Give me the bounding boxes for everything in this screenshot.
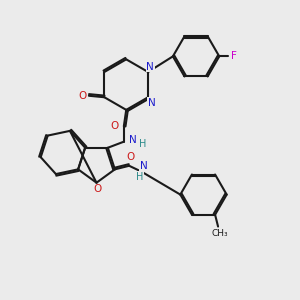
Text: O: O bbox=[94, 184, 102, 194]
Text: N: N bbox=[140, 161, 147, 171]
Text: F: F bbox=[231, 51, 237, 62]
Text: O: O bbox=[110, 121, 118, 130]
Text: N: N bbox=[146, 61, 154, 72]
Text: H: H bbox=[139, 139, 146, 149]
Text: O: O bbox=[78, 91, 86, 101]
Text: N: N bbox=[130, 135, 137, 145]
Text: N: N bbox=[148, 98, 155, 108]
Text: O: O bbox=[127, 152, 135, 162]
Text: H: H bbox=[136, 172, 143, 182]
Text: CH₃: CH₃ bbox=[211, 229, 228, 238]
